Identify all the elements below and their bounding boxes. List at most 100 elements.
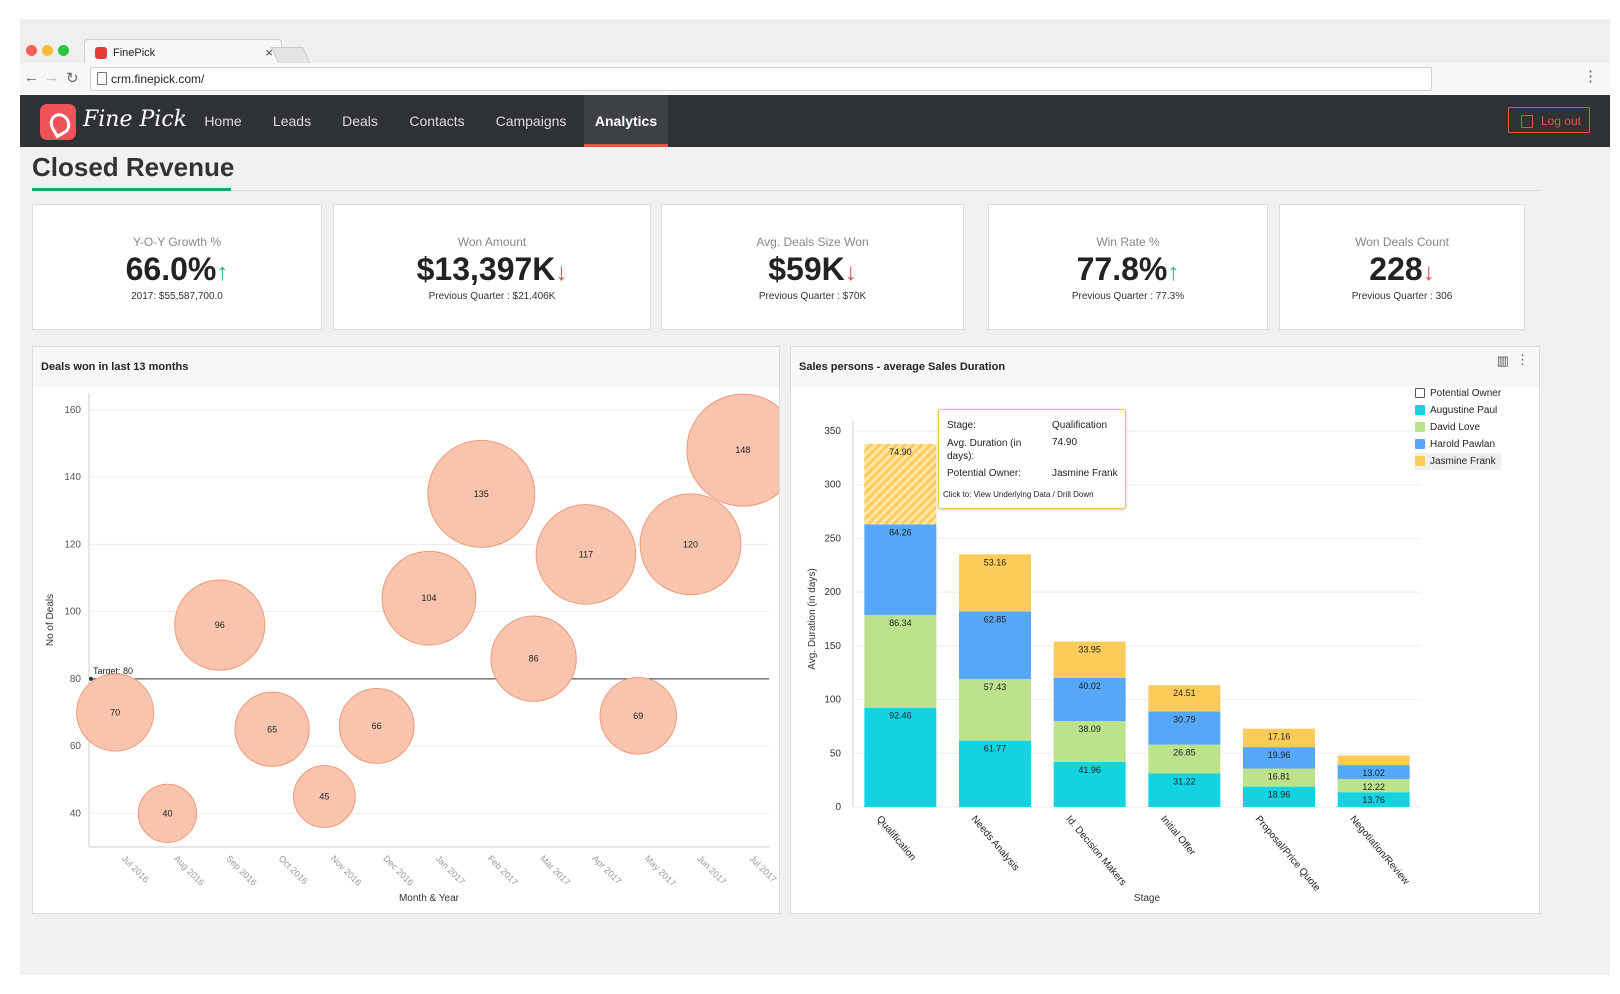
trend-up-icon: ↑ [216,259,229,286]
bubble-value-label: 148 [735,445,750,455]
chart-tooltip: Stage: Qualification Avg. Duration (in d… [938,409,1126,509]
legend-item-jasmine[interactable]: Jasmine Frank [1415,453,1502,470]
x-tick-label: Jul 2016 [120,853,151,884]
kpi-label: Won Amount [457,235,527,249]
logout-button[interactable]: Log out [1508,107,1590,133]
kpi-value: 228 [1369,251,1423,287]
logout-icon [1521,115,1533,128]
kpi-card-win-rate[interactable]: Win Rate % 77.8%↑ Previous Quarter : 77.… [988,204,1268,330]
trend-down-icon: ↓ [1422,259,1435,286]
y-tick-label: 350 [824,426,841,437]
panel-header: Deals won in last 13 months [33,347,779,387]
bubble-value-label: 45 [319,792,329,802]
y-axis-title: Avg. Duration (in days) [807,568,818,670]
bubble-value-label: 65 [267,724,277,734]
tooltip-duration-label: Avg. Duration (in days): [947,438,1022,462]
x-tick-label: Qualification [874,814,918,863]
bar-value-label: 19.96 [1268,750,1291,760]
close-window-dot[interactable] [26,45,37,56]
stacked-bar-chart: 0 50 100 150 200 250 300 350 92.46 86.34 84.26 74.9… [807,421,1421,904]
legend-swatch [1415,456,1425,466]
tooltip-stage-label: Stage: [947,420,976,431]
nav-deals[interactable]: Deals [342,113,378,129]
kpi-value: 77.8% [1076,251,1168,287]
nav-home[interactable]: Home [204,113,242,129]
legend-item-david[interactable]: David Love [1415,419,1501,436]
bubble [234,691,310,767]
bar-segment [959,740,1031,807]
nav-analytics[interactable]: Analytics [584,95,668,147]
bar-value-label: 61.77 [984,744,1007,754]
bar-segment [1243,786,1315,807]
bar-value-label: 12.22 [1362,782,1385,792]
bubble [427,439,536,548]
bar-value-label: 31.22 [1173,776,1196,786]
kpi-label: Avg. Deals Size Won [756,235,869,249]
kpi-card-won-deals-count[interactable]: Won Deals Count 228↓ Previous Quarter : … [1279,204,1525,330]
close-tab-icon[interactable]: × [265,45,273,60]
maximize-window-dot[interactable] [58,45,69,56]
bubble-value-label: 135 [474,489,489,499]
logo-text: Fine Pick [83,107,187,132]
bubble [338,688,415,764]
bar-value-label: 57.43 [984,682,1007,692]
nav-campaigns[interactable]: Campaigns [495,113,567,129]
chart-type-icon[interactable]: ▥ [1496,353,1509,368]
kpi-value: $59K [768,251,845,287]
address-bar[interactable]: crm.finepick.com/ [90,67,1432,91]
x-tick-label: Feb 2017 [486,853,520,887]
kpi-value: 66.0% [125,251,217,287]
bubble-value-label: 117 [579,549,593,559]
bar-value-label: 24.51 [1173,688,1196,698]
logout-label: Log out [1540,114,1581,128]
bar-value-label: 26.85 [1173,748,1196,758]
y-tick-label: 120 [64,539,81,550]
bar-segment [1148,685,1221,712]
browser-menu-icon[interactable]: ⋮ [1583,68,1598,85]
y-tick-label: 50 [830,748,842,759]
bar-value-label: 30.79 [1173,715,1196,725]
bar-segment [864,524,937,615]
forward-icon[interactable]: → [44,69,59,86]
tooltip-owner-value: Jasmine Frank [1052,468,1118,479]
nav-contacts[interactable]: Contacts [409,113,465,129]
bar-segment [1053,761,1126,807]
bubble [137,783,198,843]
x-tick-label: Proposal/Price Quote [1253,814,1323,894]
bar-value-label: 86.34 [889,618,912,628]
kpi-subtext: Previous Quarter : $21,406K [428,291,556,302]
bar-value-label: 74.90 [889,447,912,457]
kpi-card-won-amount[interactable]: Won Amount $13,397K↓ Previous Quarter : … [333,204,651,330]
back-icon[interactable]: ← [24,69,39,86]
kpi-card-yoy-growth[interactable]: Y-O-Y Growth % 66.0%↑ 2017: $55,587,700.… [32,204,322,330]
bubble [599,677,677,755]
kpi-subtext: Previous Quarter : $70K [758,291,867,302]
bar-value-label: 62.85 [984,614,1007,624]
bubble-value-label: 86 [529,654,539,664]
minimize-window-dot[interactable] [42,45,53,56]
kpi-label: Win Rate % [1096,235,1160,249]
bubble-value-label: 96 [215,620,225,630]
bar-value-label: 53.16 [984,557,1007,567]
tab-title: FinePick [113,47,156,59]
app-navbar: Fine Pick Home Leads Deals Contacts Camp… [20,95,1610,147]
reload-icon[interactable]: ↻ [66,70,79,87]
y-tick-label: 150 [824,641,841,652]
legend-item-harold[interactable]: Harold Pawlan [1415,436,1501,453]
trend-down-icon: ↓ [555,259,568,286]
bar-segment [1148,773,1221,807]
legend-label: Harold Pawlan [1430,439,1496,450]
x-tick-label: Sep 2016 [224,853,258,887]
bar-value-label: 84.26 [889,527,912,537]
bubble [535,504,637,605]
x-tick-label: Jun 2017 [695,853,728,886]
legend-label: Jasmine Frank [1430,456,1496,467]
kpi-card-avg-deal-size[interactable]: Avg. Deals Size Won $59K↓ Previous Quart… [661,204,964,330]
legend-item-augustine[interactable]: Augustine Paul [1415,402,1501,419]
chart-menu-icon[interactable]: ⋮ [1516,352,1529,367]
kpi-value: $13,397K [416,251,556,287]
legend-swatch [1415,405,1425,415]
y-tick-label: 0 [835,802,841,813]
legend-title[interactable]: Potential Owner [1415,385,1501,402]
nav-leads[interactable]: Leads [272,113,312,129]
